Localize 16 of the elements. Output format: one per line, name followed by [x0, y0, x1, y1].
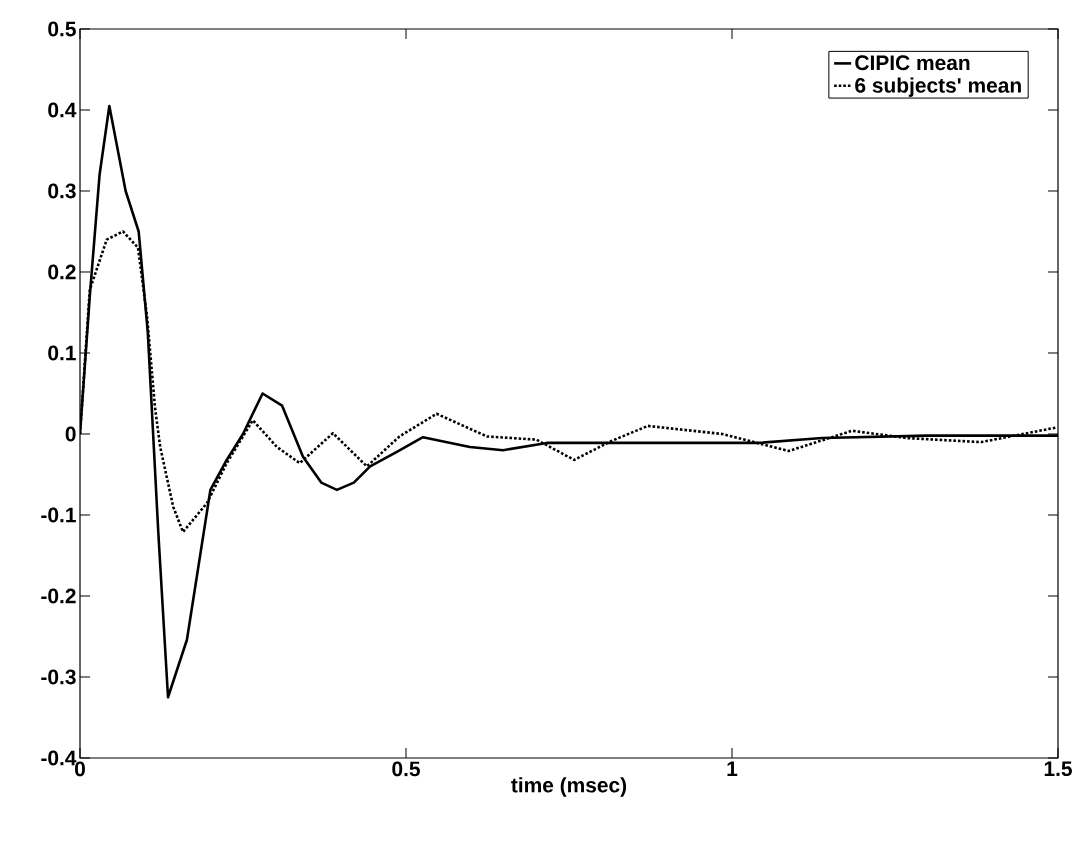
y-tick-label: 0	[65, 426, 76, 442]
y-tick-label: 0.4	[48, 102, 77, 118]
y-tick-label: -0.3	[41, 669, 76, 685]
x-tick-label: 1.5	[1044, 761, 1072, 777]
y-tick-label: 0.3	[48, 183, 76, 199]
x-tick-label: 0.5	[392, 761, 420, 777]
y-tick-label: -0.1	[41, 507, 76, 523]
y-tick-label: -0.2	[41, 588, 76, 604]
legend-label: 6 subjects' mean	[855, 77, 1021, 97]
y-tick-label: 0.1	[48, 345, 76, 361]
x-tick-label: 1	[727, 761, 738, 776]
legend-label: CIPIC mean	[855, 55, 970, 71]
y-tick-label: -0.4	[41, 750, 77, 766]
x-axis-title: time (msec)	[511, 777, 627, 797]
y-tick-label: 0.2	[48, 264, 76, 280]
y-tick-label: 0.5	[48, 21, 76, 37]
